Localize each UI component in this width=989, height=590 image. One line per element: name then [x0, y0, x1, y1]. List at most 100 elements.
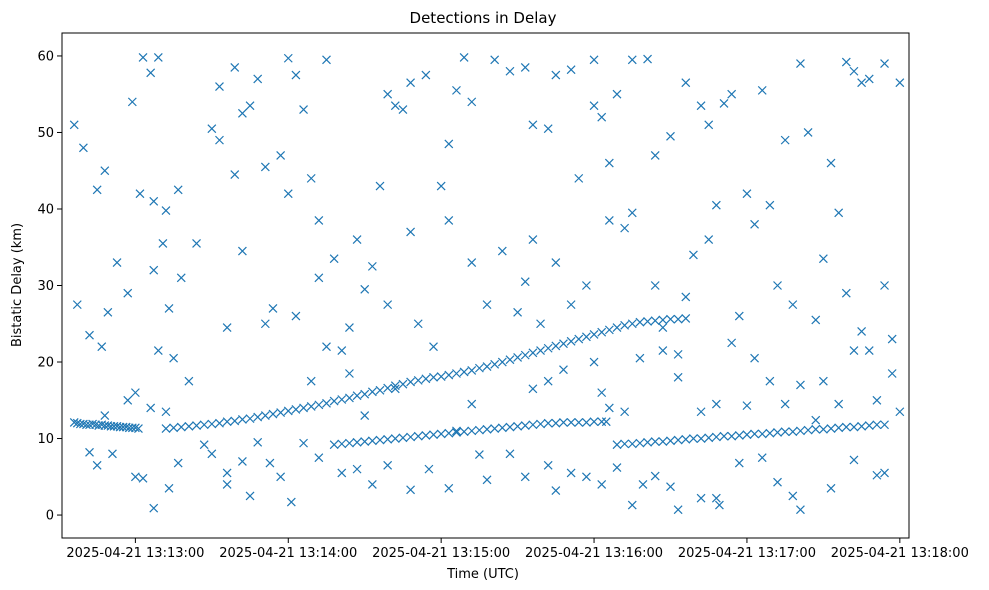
data-point [849, 346, 859, 355]
data-point [666, 482, 675, 492]
data-point [444, 216, 454, 225]
data-point [192, 421, 201, 430]
data-point [673, 435, 683, 445]
data-point [215, 418, 224, 428]
data-point [135, 189, 145, 199]
data-point [864, 74, 874, 84]
data-point [551, 70, 561, 80]
data-point [520, 277, 530, 287]
data-point [528, 420, 538, 430]
data-point [352, 437, 362, 447]
data-point [444, 139, 454, 149]
data-point [627, 55, 637, 65]
data-point [811, 315, 821, 325]
data-point [329, 396, 339, 406]
data-point [513, 352, 523, 362]
data-point [765, 376, 775, 386]
data-point [276, 150, 286, 160]
data-point [146, 68, 156, 78]
data-point [612, 323, 622, 333]
data-point [696, 493, 706, 503]
data-point [390, 384, 400, 394]
data-point [650, 281, 660, 290]
data-point [421, 431, 431, 440]
data-point [482, 300, 492, 310]
data-point [734, 458, 744, 468]
data-point [604, 325, 614, 335]
data-point [811, 424, 821, 434]
data-point [773, 427, 782, 437]
data-point [207, 124, 217, 134]
data-point [620, 407, 630, 417]
data-point [714, 500, 724, 510]
data-point [329, 254, 339, 264]
data-point [780, 427, 790, 437]
data-point [222, 468, 232, 478]
y-axis: 0 10 20 30 40 50 60 [37, 49, 62, 524]
data-point [658, 346, 668, 355]
y-tick-label: 40 [37, 202, 54, 217]
data-point [750, 353, 760, 363]
data-point [112, 258, 122, 267]
data-point [520, 350, 530, 360]
data-point [750, 219, 760, 229]
data-point [589, 330, 599, 339]
data-point [597, 388, 607, 398]
data-point [207, 449, 217, 459]
data-point [689, 434, 698, 443]
data-point [169, 423, 179, 433]
data-point [666, 314, 675, 324]
data-point [818, 424, 828, 434]
data-point [513, 307, 523, 317]
data-point [390, 434, 400, 443]
data-point [360, 389, 370, 399]
data-point [826, 483, 836, 493]
data-point [467, 97, 477, 107]
data-point [589, 101, 599, 111]
data-point [383, 300, 393, 310]
data-point [413, 375, 423, 385]
y-tick-label: 60 [37, 49, 54, 64]
data-point [360, 437, 370, 447]
data-point [864, 346, 874, 355]
data-point [352, 391, 362, 401]
data-point [283, 53, 293, 63]
data-point [149, 503, 159, 513]
data-point [375, 385, 385, 395]
data-point [161, 407, 171, 417]
data-point [604, 158, 614, 168]
data-point [543, 418, 553, 428]
data-point [436, 181, 446, 191]
data-point [306, 401, 316, 411]
data-point [818, 376, 828, 386]
data-point [230, 63, 240, 72]
data-point [551, 258, 561, 267]
data-point [650, 471, 660, 481]
data-point [452, 426, 461, 436]
data-point [742, 430, 752, 440]
data-point [543, 376, 553, 386]
data-point [413, 319, 423, 329]
data-point [161, 424, 171, 434]
data-point [286, 497, 296, 507]
data-point [696, 101, 706, 111]
data-point [604, 403, 614, 413]
data-point [467, 366, 477, 375]
data-point [704, 235, 714, 245]
data-point [880, 59, 889, 69]
data-point [857, 421, 867, 431]
data-point [727, 89, 737, 99]
data-point [474, 450, 484, 460]
data-point [796, 380, 805, 390]
data-point [398, 433, 408, 443]
data-point [153, 346, 163, 355]
data-point [650, 150, 660, 160]
data-point [345, 369, 354, 378]
data-point [650, 437, 660, 447]
x-axis-title: Time (UTC) [446, 567, 519, 582]
data-point [612, 89, 622, 99]
data-point [158, 238, 168, 248]
data-point [490, 424, 500, 434]
data-point [627, 319, 637, 329]
data-point [849, 422, 859, 432]
